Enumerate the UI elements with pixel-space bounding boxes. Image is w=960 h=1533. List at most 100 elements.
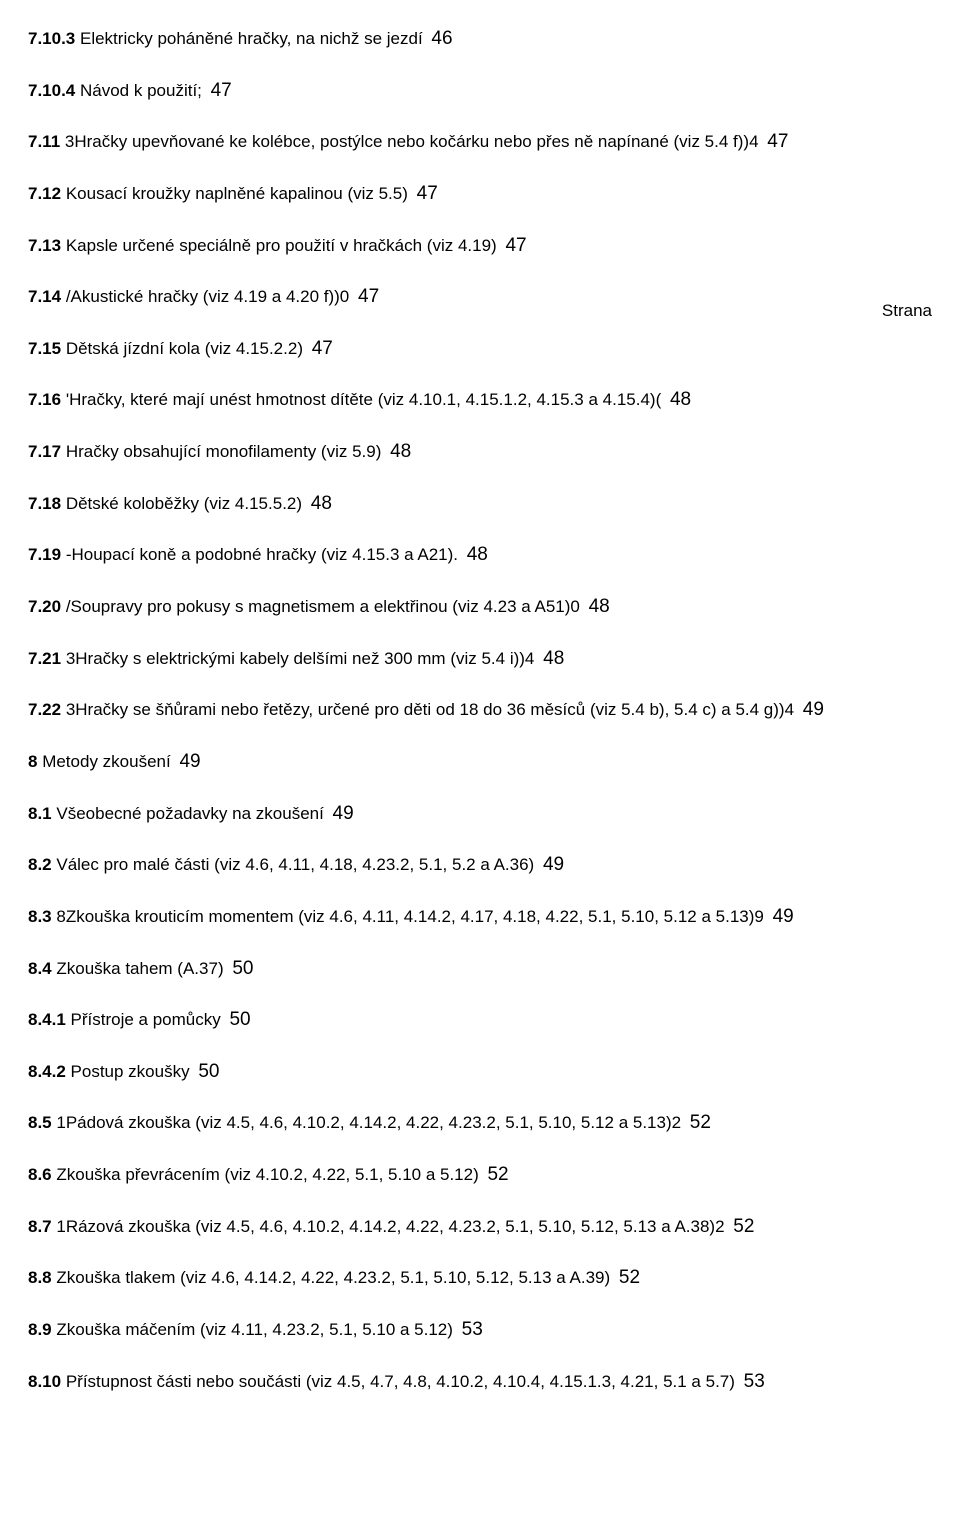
- toc-entry-number: 7.11: [28, 132, 60, 151]
- toc-entry: 7.15 Dětská jízdní kola (viz 4.15.2.2) 4…: [28, 336, 932, 362]
- toc-entry: 7.12 Kousací kroužky naplněné kapalinou …: [28, 181, 932, 207]
- toc-entry-page: 46: [431, 28, 452, 49]
- toc-entry: 7.16 'Hračky, které mají unést hmotnost …: [28, 387, 932, 413]
- toc-entry-page: 48: [670, 389, 691, 410]
- toc-entry-text: Válec pro malé části (viz 4.6, 4.11, 4.1…: [52, 855, 539, 874]
- toc-entry-number: 8.1: [28, 804, 52, 823]
- toc-entry-text: Kapsle určené speciálně pro použití v hr…: [61, 236, 501, 255]
- toc-entry-text: Metody zkoušení: [37, 752, 175, 771]
- toc-entry-page: 50: [229, 1009, 250, 1030]
- page-column-header: Strana: [882, 301, 932, 321]
- toc-entry-page: 47: [505, 235, 526, 256]
- toc-entry-number: 7.10.3: [28, 29, 75, 48]
- toc-entry-page: 47: [312, 338, 333, 359]
- toc-entry-number: 7.18: [28, 494, 61, 513]
- toc-entry-page: 49: [333, 803, 354, 824]
- toc-entry: 7.19 -Houpací koně a podobné hračky (viz…: [28, 542, 932, 568]
- toc-entry-page: 48: [589, 596, 610, 617]
- toc-entry-text: Hračky obsahující monofilamenty (viz 5.9…: [61, 442, 386, 461]
- toc-list: 7.10.3 Elektricky poháněné hračky, na ni…: [28, 26, 932, 1394]
- toc-entry-page: 47: [767, 131, 788, 152]
- toc-entry-page: 50: [232, 958, 253, 979]
- toc-entry-page: 47: [211, 80, 232, 101]
- document-page: Strana 7.10.3 Elektricky poháněné hračky…: [0, 26, 960, 1533]
- toc-entry: 8.1 Všeobecné požadavky na zkoušení 49: [28, 801, 932, 827]
- toc-entry-page: 49: [179, 751, 200, 772]
- toc-entry-text: 3Hračky s elektrickými kabely delšími ne…: [61, 649, 539, 668]
- toc-entry-number: 8.4.2: [28, 1062, 66, 1081]
- toc-entry: 8.3 8Zkouška krouticím momentem (viz 4.6…: [28, 904, 932, 930]
- toc-entry: 8.4.1 Přístroje a pomůcky 50: [28, 1007, 932, 1033]
- toc-entry-page: 49: [803, 699, 824, 720]
- toc-entry-number: 8.2: [28, 855, 52, 874]
- toc-entry-page: 48: [390, 441, 411, 462]
- toc-entry-page: 48: [543, 648, 564, 669]
- toc-entry-page: 48: [467, 544, 488, 565]
- toc-entry-page: 47: [417, 183, 438, 204]
- toc-entry: 8 Metody zkoušení 49: [28, 749, 932, 775]
- toc-entry-text: 3Hračky upevňované ke kolébce, postýlce …: [60, 132, 763, 151]
- toc-entry: 7.13 Kapsle určené speciálně pro použití…: [28, 233, 932, 259]
- toc-entry: 8.4 Zkouška tahem (A.37) 50: [28, 956, 932, 982]
- toc-entry-number: 7.12: [28, 184, 61, 203]
- toc-entry-number: 8.8: [28, 1268, 52, 1287]
- toc-entry: 7.21 3Hračky s elektrickými kabely delší…: [28, 646, 932, 672]
- toc-entry: 7.18 Dětské koloběžky (viz 4.15.5.2) 48: [28, 491, 932, 517]
- toc-entry-page: 53: [744, 1371, 765, 1392]
- toc-entry-number: 8.4.1: [28, 1010, 66, 1029]
- toc-entry-text: Návod k použití;: [75, 81, 206, 100]
- toc-entry-number: 8.7: [28, 1217, 52, 1236]
- toc-entry-text: 1Pádová zkouška (viz 4.5, 4.6, 4.10.2, 4…: [52, 1113, 686, 1132]
- toc-entry: 8.5 1Pádová zkouška (viz 4.5, 4.6, 4.10.…: [28, 1110, 932, 1136]
- toc-entry: 8.4.2 Postup zkoušky 50: [28, 1059, 932, 1085]
- toc-entry-number: 8.3: [28, 907, 52, 926]
- toc-entry-text: Zkouška tlakem (viz 4.6, 4.14.2, 4.22, 4…: [52, 1268, 615, 1287]
- toc-entry-text: 3Hračky se šňůrami nebo řetězy, určené p…: [61, 700, 799, 719]
- toc-entry: 7.10.3 Elektricky poháněné hračky, na ni…: [28, 26, 932, 52]
- toc-entry-text: Dětská jízdní kola (viz 4.15.2.2): [61, 339, 308, 358]
- toc-entry: 8.2 Válec pro malé části (viz 4.6, 4.11,…: [28, 852, 932, 878]
- toc-entry-text: Elektricky poháněné hračky, na nichž se …: [75, 29, 427, 48]
- toc-entry-number: 7.22: [28, 700, 61, 719]
- toc-entry-page: 53: [462, 1319, 483, 1340]
- toc-entry: 7.14 /Akustické hračky (viz 4.19 a 4.20 …: [28, 284, 932, 310]
- toc-entry-text: 1Rázová zkouška (viz 4.5, 4.6, 4.10.2, 4…: [52, 1217, 730, 1236]
- toc-entry-number: 7.15: [28, 339, 61, 358]
- toc-entry-number: 7.10.4: [28, 81, 75, 100]
- toc-entry-number: 8.10: [28, 1372, 61, 1391]
- toc-entry-text: Přístroje a pomůcky: [66, 1010, 226, 1029]
- toc-entry-text: Dětské koloběžky (viz 4.15.5.2): [61, 494, 307, 513]
- toc-entry: 8.6 Zkouška převrácením (viz 4.10.2, 4.2…: [28, 1162, 932, 1188]
- toc-entry-text: 'Hračky, které mají unést hmotnost dítět…: [61, 390, 666, 409]
- toc-entry-page: 52: [690, 1112, 711, 1133]
- toc-entry: 8.7 1Rázová zkouška (viz 4.5, 4.6, 4.10.…: [28, 1214, 932, 1240]
- toc-entry-text: /Akustické hračky (viz 4.19 a 4.20 f))0: [61, 287, 354, 306]
- toc-entry-page: 50: [198, 1061, 219, 1082]
- toc-entry: 7.20 /Soupravy pro pokusy s magnetismem …: [28, 594, 932, 620]
- toc-entry-number: 7.16: [28, 390, 61, 409]
- toc-entry-number: 8.9: [28, 1320, 52, 1339]
- toc-entry: 7.11 3Hračky upevňované ke kolébce, post…: [28, 129, 932, 155]
- toc-entry-page: 52: [619, 1267, 640, 1288]
- toc-entry-page: 52: [487, 1164, 508, 1185]
- toc-entry-number: 8.5: [28, 1113, 52, 1132]
- toc-entry-page: 49: [543, 854, 564, 875]
- toc-entry-text: Přístupnost části nebo součásti (viz 4.5…: [61, 1372, 740, 1391]
- toc-entry-text: Zkouška tahem (A.37): [52, 959, 229, 978]
- toc-entry-page: 52: [733, 1216, 754, 1237]
- toc-entry: 8.10 Přístupnost části nebo součásti (vi…: [28, 1369, 932, 1395]
- toc-entry-number: 7.14: [28, 287, 61, 306]
- toc-entry-page: 47: [358, 286, 379, 307]
- toc-entry-text: -Houpací koně a podobné hračky (viz 4.15…: [61, 545, 463, 564]
- toc-entry-text: /Soupravy pro pokusy s magnetismem a ele…: [61, 597, 584, 616]
- toc-entry-text: Zkouška máčením (viz 4.11, 4.23.2, 5.1, …: [52, 1320, 458, 1339]
- toc-entry-number: 7.19: [28, 545, 61, 564]
- toc-entry: 7.22 3Hračky se šňůrami nebo řetězy, urč…: [28, 697, 932, 723]
- toc-entry-number: 7.21: [28, 649, 61, 668]
- toc-entry-number: 7.17: [28, 442, 61, 461]
- toc-entry: 8.9 Zkouška máčením (viz 4.11, 4.23.2, 5…: [28, 1317, 932, 1343]
- toc-entry: 7.10.4 Návod k použití; 47: [28, 78, 932, 104]
- toc-entry-text: Všeobecné požadavky na zkoušení: [52, 804, 329, 823]
- toc-entry-text: Kousací kroužky naplněné kapalinou (viz …: [61, 184, 413, 203]
- toc-entry-page: 49: [773, 906, 794, 927]
